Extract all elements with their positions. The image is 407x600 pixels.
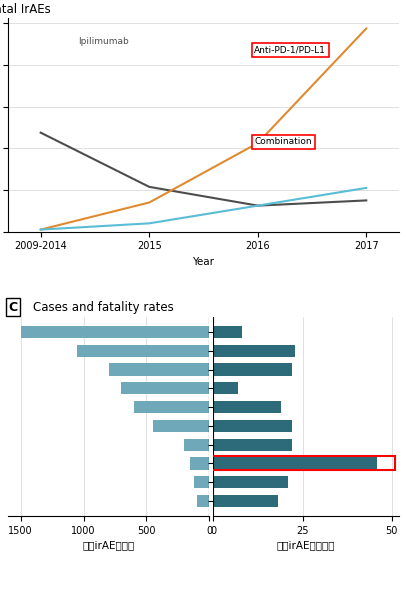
Bar [153,420,209,432]
Text: Cases and fatality rates: Cases and fatality rates [33,301,173,314]
X-axis label: 因該irAE死亡比例: 因該irAE死亡比例 [277,540,335,550]
Text: Fatal IrAEs: Fatal IrAEs [0,3,50,16]
X-axis label: 產生irAE個案數: 產生irAE個案數 [83,540,135,550]
Text: Ipilimumab: Ipilimumab [79,37,129,46]
X-axis label: Year: Year [193,257,214,267]
Bar [213,364,292,376]
Text: Combination: Combination [254,137,312,146]
Bar [213,382,239,394]
Bar [21,326,209,338]
Bar [134,401,209,413]
Bar [213,495,278,507]
Text: Anti-PD-1/PD-L1: Anti-PD-1/PD-L1 [254,46,326,55]
Bar [213,457,377,470]
Bar [190,457,209,470]
Bar [184,439,209,451]
Bar [213,326,242,338]
Text: C: C [8,301,17,314]
Bar [197,495,209,507]
Bar [213,476,288,488]
Bar [77,344,209,357]
Bar [109,364,209,376]
Bar [213,439,292,451]
Bar [213,344,295,357]
Bar [194,476,209,488]
Bar [213,420,292,432]
Bar [213,401,281,413]
Bar [121,382,209,394]
